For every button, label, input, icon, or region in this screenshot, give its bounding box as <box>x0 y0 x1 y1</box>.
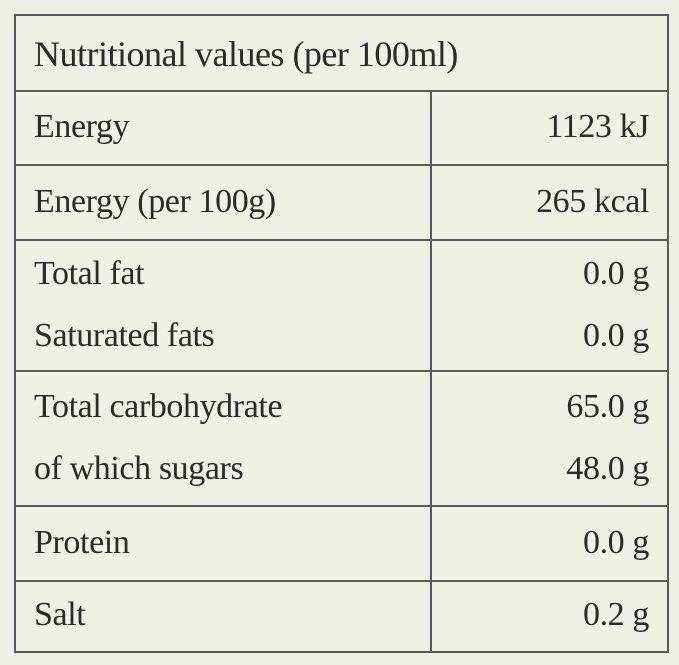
column-divider <box>430 582 432 651</box>
nutrient-value: 0.0 g <box>582 316 649 354</box>
column-divider <box>430 241 432 370</box>
column-divider <box>430 92 432 164</box>
nutrition-table: Nutritional values (per 100ml) Energy 112… <box>14 14 669 653</box>
nutrient-label: Total fat <box>34 254 145 292</box>
nutrient-label: Energy <box>34 108 130 145</box>
table-row: Protein 0.0 g <box>16 507 667 582</box>
nutrient-value: 1123 kJ <box>546 108 649 145</box>
table-title: Nutritional values (per 100ml) <box>16 16 667 92</box>
nutrient-value: 265 kcal <box>536 182 649 220</box>
column-divider <box>430 372 432 505</box>
column-divider <box>430 166 432 239</box>
column-divider <box>430 507 432 580</box>
nutrient-label: Saturated fats <box>34 316 215 354</box>
nutrient-value: 65.0 g <box>566 387 649 425</box>
table-row: Energy (per 100g) 265 kcal <box>16 166 667 241</box>
nutrient-value: 0.0 g <box>582 254 649 292</box>
table-row: Total fat 0.0 g Saturated fats 0.0 g <box>16 241 667 372</box>
nutrient-value: 48.0 g <box>566 449 649 487</box>
table-row: Total carbohydrate 65.0 g of which sugars 4… <box>16 372 667 507</box>
nutrient-value: 0.0 g <box>582 523 649 561</box>
nutrient-label: Protein <box>34 523 130 561</box>
table-row: Energy 1123 kJ <box>16 92 667 166</box>
nutrient-value: 0.2 g <box>582 595 649 633</box>
nutrient-label: Energy (per 100g) <box>34 182 276 220</box>
nutrient-label: Total carbohydrate <box>34 387 283 425</box>
nutrient-label: of which sugars <box>34 449 244 487</box>
nutrient-label: Salt <box>34 595 86 633</box>
table-row: Salt 0.2 g <box>16 582 667 651</box>
